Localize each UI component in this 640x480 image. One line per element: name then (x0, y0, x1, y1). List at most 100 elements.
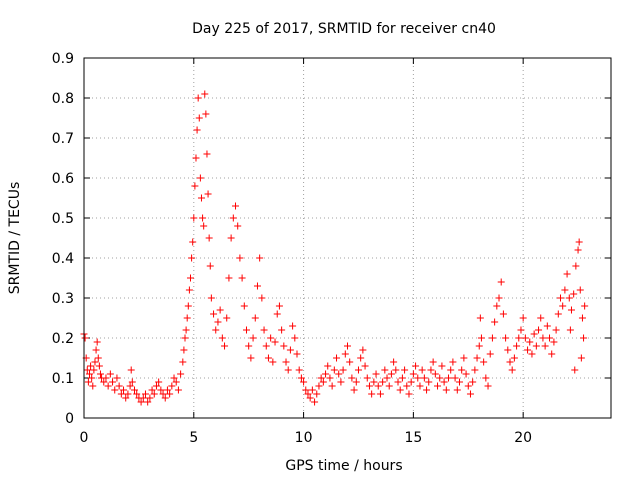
y-axis-label: SRMTID / TECUs (7, 182, 23, 295)
data-point (328, 382, 336, 390)
data-point (491, 318, 499, 326)
data-point (161, 394, 169, 402)
data-point (240, 302, 248, 310)
data-point (394, 378, 402, 386)
data-point (172, 378, 180, 386)
data-point (81, 334, 89, 342)
data-point (414, 374, 422, 382)
data-point (210, 310, 218, 318)
data-point (201, 90, 209, 98)
data-point (122, 394, 130, 402)
data-point (473, 354, 481, 362)
data-point (576, 286, 584, 294)
data-point (513, 342, 521, 350)
data-point (159, 390, 167, 398)
data-point (168, 382, 176, 390)
data-point (183, 314, 191, 322)
data-point (126, 382, 134, 390)
data-point (199, 214, 207, 222)
x-tick-label: 0 (80, 430, 89, 446)
data-point (488, 334, 496, 342)
x-axis-label: GPS time / hours (285, 458, 402, 474)
data-point (174, 386, 182, 394)
data-point (460, 354, 468, 362)
y-tick-label: 0.7 (52, 131, 74, 147)
data-point (477, 334, 485, 342)
data-point (93, 338, 101, 346)
data-point (127, 366, 135, 374)
data-point (387, 370, 395, 378)
data-point (335, 370, 343, 378)
data-point (409, 370, 417, 378)
data-point (337, 378, 345, 386)
data-point (427, 366, 435, 374)
data-point (571, 366, 579, 374)
data-point (379, 378, 387, 386)
data-point (128, 378, 136, 386)
data-point (521, 334, 529, 342)
data-point (146, 394, 154, 402)
data-point (462, 370, 470, 378)
data-point (390, 358, 398, 366)
data-point (304, 390, 312, 398)
data-point (236, 254, 244, 262)
data-point (225, 274, 233, 282)
data-point (480, 358, 488, 366)
y-tick-label: 0.8 (52, 91, 74, 107)
data-point (575, 238, 583, 246)
y-tick-label: 0.9 (52, 51, 74, 67)
data-point (519, 314, 527, 322)
data-point (532, 342, 540, 350)
data-point (504, 346, 512, 354)
data-point (392, 366, 400, 374)
data-point (453, 386, 461, 394)
data-point (102, 374, 110, 382)
data-point (109, 378, 117, 386)
data-point (280, 342, 288, 350)
data-point (577, 354, 585, 362)
data-point (486, 350, 494, 358)
data-point (100, 378, 108, 386)
data-point (449, 358, 457, 366)
data-point (445, 374, 453, 382)
data-point (133, 390, 141, 398)
data-point (315, 382, 323, 390)
x-tick-label: 15 (404, 430, 422, 446)
y-tick-label: 0.6 (52, 171, 74, 187)
data-point (372, 370, 380, 378)
data-point (212, 326, 220, 334)
plot-frame (83, 57, 612, 419)
data-point (543, 322, 551, 330)
data-point (223, 314, 231, 322)
data-point (94, 354, 102, 362)
data-point (499, 310, 507, 318)
data-point (458, 366, 466, 374)
data-point (431, 370, 439, 378)
data-point (83, 366, 91, 374)
data-point (497, 278, 505, 286)
data-point (322, 370, 330, 378)
data-point (204, 190, 212, 198)
data-point (570, 290, 578, 298)
data-point (87, 362, 95, 370)
data-point (484, 382, 492, 390)
data-point (502, 334, 510, 342)
data-point (429, 358, 437, 366)
data-point (581, 302, 589, 310)
data-point (92, 346, 100, 354)
data-point (317, 374, 325, 382)
data-point (559, 302, 567, 310)
data-point (482, 374, 490, 382)
data-point (425, 378, 433, 386)
data-point (203, 150, 211, 158)
data-point (344, 342, 351, 350)
data-point (196, 174, 204, 182)
data-point (381, 366, 389, 374)
data-point (284, 366, 292, 374)
y-tick-label: 0 (65, 411, 74, 427)
data-point (572, 262, 580, 270)
data-point (407, 378, 415, 386)
data-point (434, 382, 442, 390)
data-point (524, 346, 532, 354)
